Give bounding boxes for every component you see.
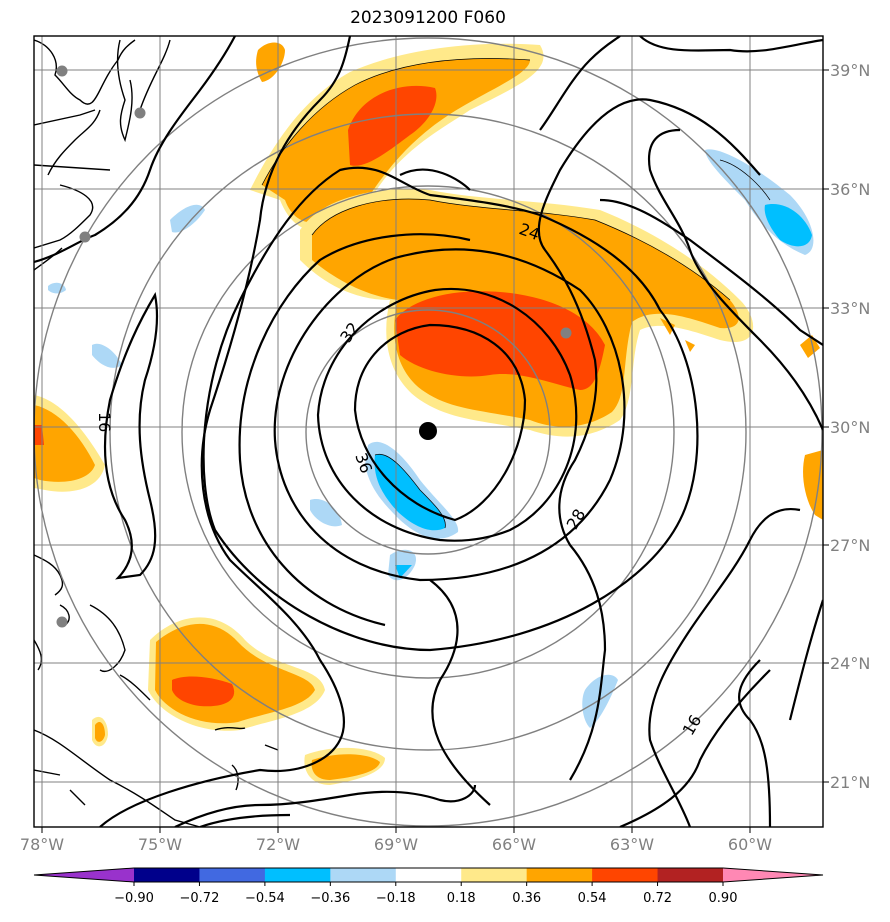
x-tick-label: 72°W <box>256 835 300 854</box>
colorbar-tick-label: −0.90 <box>114 891 154 906</box>
x-tick-label: 75°W <box>138 835 182 854</box>
shading-outlines <box>261 58 771 529</box>
coastlines <box>34 39 279 827</box>
positive-anomaly-fields <box>34 42 823 785</box>
negative-anomaly-fields <box>48 149 814 728</box>
colorbar-segment <box>330 868 397 882</box>
x-tick-label: 66°W <box>492 835 536 854</box>
x-tick-label: 63°W <box>610 835 654 854</box>
observation-markers <box>56 65 572 628</box>
y-tick-label: 36°N <box>830 180 870 199</box>
tick-marks <box>41 69 829 833</box>
colorbar-tick-label: 0.54 <box>578 891 607 906</box>
contour-label-16-west: 16 <box>95 412 114 432</box>
colorbar-tick-label: 0.72 <box>643 891 672 906</box>
colorbar-segment <box>395 868 462 882</box>
map-title: 2023091200 F060 <box>350 8 506 28</box>
colorbar-segment <box>461 868 528 882</box>
x-tick-label: 78°W <box>20 835 64 854</box>
graticule <box>34 36 823 827</box>
y-tick-label: 21°N <box>830 773 870 792</box>
colorbar-tick-label: −0.72 <box>180 891 220 906</box>
colorbar-tick-label: 0.18 <box>447 891 476 906</box>
y-tick-label: 30°N <box>830 418 870 437</box>
contour-label-32: 32 <box>336 319 363 347</box>
colorbar-tick-label: 0.36 <box>512 891 541 906</box>
colorbar-segment <box>134 868 200 882</box>
y-tick-label: 24°N <box>830 654 870 673</box>
map-frame <box>33 35 824 828</box>
colorbar-segment <box>592 868 659 882</box>
colorbar-segment <box>526 868 593 882</box>
colorbar-segment <box>199 868 266 882</box>
range-rings <box>34 37 823 827</box>
colorbar-segment <box>264 868 331 882</box>
colorbar: −0.90 −0.72 −0.54 −0.36 −0.18 0.18 0.36 0.54 0.7… <box>33 867 824 906</box>
colorbar-extend-low <box>34 868 134 882</box>
colorbar-tick-label: −0.54 <box>245 891 285 906</box>
colorbar-tick-label: −0.18 <box>376 891 416 906</box>
x-tick-label: 60°W <box>728 835 772 854</box>
contour-label-28: 28 <box>563 506 590 533</box>
y-tick-label: 33°N <box>830 299 870 318</box>
colorbar-tick-label: 0.90 <box>709 891 738 906</box>
y-axis-labels: 39°N 36°N 33°N 30°N 27°N 24°N 21°N <box>830 61 870 792</box>
colorbar-tick-label: −0.36 <box>310 891 350 906</box>
x-axis-labels: 78°W 75°W 72°W 69°W 66°W 63°W 60°W <box>20 835 772 854</box>
colorbar-extend-high <box>723 868 823 882</box>
storm-center-marker <box>419 422 437 440</box>
x-tick-label: 69°W <box>374 835 418 854</box>
colorbar-segment <box>657 868 724 882</box>
y-tick-label: 27°N <box>830 536 870 555</box>
y-tick-label: 39°N <box>830 61 870 80</box>
